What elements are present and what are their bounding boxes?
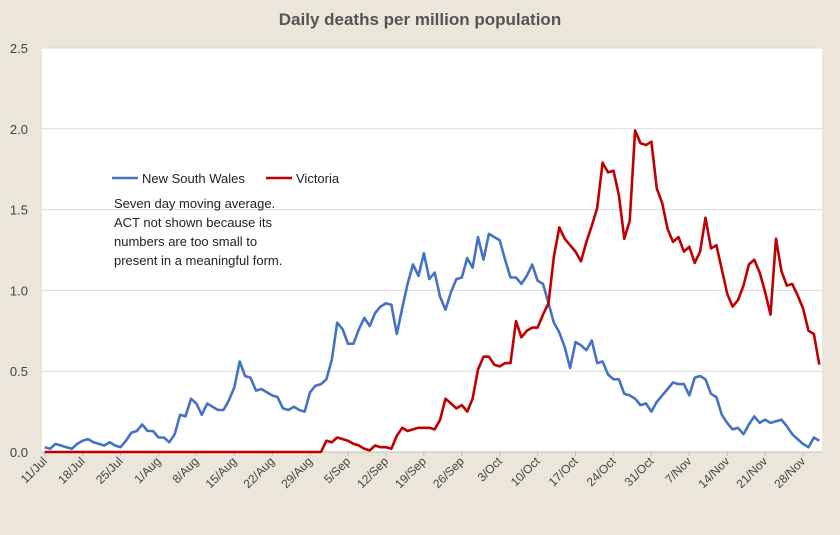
- x-tick-label: 5/Sep: [321, 454, 353, 486]
- legend-label: New South Wales: [142, 171, 245, 186]
- x-tick-label: 25/Jul: [93, 454, 126, 487]
- series-line-vic: [44, 129, 821, 454]
- x-tick-label: 14/Nov: [696, 454, 733, 491]
- x-tick-label: 1/Aug: [132, 454, 164, 486]
- annotation-line: present in a meaningful form.: [114, 253, 282, 268]
- x-tick-label: 22/Aug: [241, 454, 278, 491]
- x-tick-label: 8/Aug: [169, 454, 201, 486]
- x-tick-label: 12/Sep: [354, 454, 391, 491]
- x-tick-label: 10/Oct: [508, 454, 543, 489]
- x-axis-ticks: 11/Jul 18/Jul 25/Jul 1/Aug 8/Aug 15/Aug 22/Aug…: [18, 452, 808, 491]
- chart-title: Daily deaths per million population: [278, 10, 562, 29]
- y-axis-ticks: 0.0 0.5 1.0 1.5 2.0 2.5: [10, 41, 28, 460]
- y-tick-label: 0.5: [10, 364, 28, 379]
- y-tick-label: 2.0: [10, 122, 28, 137]
- annotation-line: numbers are too small to: [114, 234, 257, 249]
- x-tick-label: 26/Sep: [430, 454, 467, 491]
- x-tick-label: 19/Sep: [392, 454, 429, 491]
- plot-area: [42, 48, 822, 452]
- y-tick-label: 1.0: [10, 283, 28, 298]
- legend: New South Wales Victoria: [112, 171, 340, 186]
- y-tick-label: 1.5: [10, 203, 28, 218]
- legend-label: Victoria: [296, 171, 340, 186]
- x-tick-label: 29/Aug: [278, 454, 315, 491]
- grid-lines: [42, 47, 822, 453]
- annotation: Seven day moving average. ACT not shown b…: [114, 196, 282, 268]
- x-tick-label: 31/Oct: [622, 454, 657, 489]
- annotation-line: ACT not shown because its: [114, 215, 273, 230]
- y-tick-label: 2.5: [10, 41, 28, 56]
- x-tick-label: 21/Nov: [733, 454, 770, 491]
- x-tick-label: 24/Oct: [584, 454, 619, 489]
- x-tick-label: 18/Jul: [55, 454, 88, 487]
- x-tick-label: 3/Oct: [475, 454, 506, 485]
- y-tick-label: 0.0: [10, 445, 28, 460]
- x-tick-label: 7/Nov: [662, 454, 694, 486]
- x-tick-label: 28/Nov: [771, 454, 808, 491]
- x-tick-label: 15/Aug: [203, 454, 240, 491]
- series-lines: [44, 129, 821, 454]
- series-line-nsw: [44, 232, 820, 451]
- x-tick-label: 17/Oct: [546, 454, 581, 489]
- annotation-line: Seven day moving average.: [114, 196, 275, 211]
